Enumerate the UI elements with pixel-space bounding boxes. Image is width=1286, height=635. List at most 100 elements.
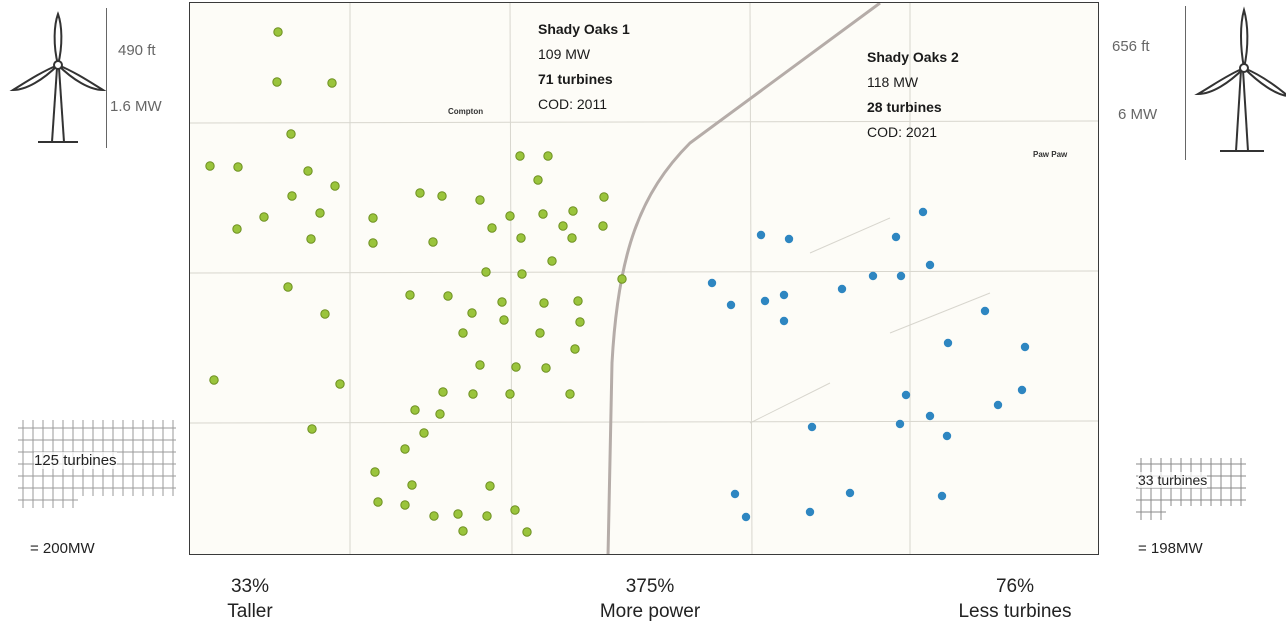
comparison-less-turbines-value: 76%	[995, 576, 1035, 597]
turbine-marker-shady-oaks-2	[896, 271, 906, 281]
left-fleet-total: = 200MW	[30, 540, 95, 557]
farm-2-name: Shady Oaks 2	[867, 49, 959, 65]
turbine-marker-shady-oaks-2	[779, 290, 789, 300]
turbine-marker-shady-oaks-2	[925, 260, 935, 270]
turbine-marker-shady-oaks-1	[505, 389, 515, 399]
turbine-marker-shady-oaks-1	[570, 344, 580, 354]
turbine-marker-shady-oaks-1	[511, 362, 521, 372]
turbine-marker-shady-oaks-1	[428, 237, 438, 247]
turbine-marker-shady-oaks-1	[233, 162, 243, 172]
turbine-marker-shady-oaks-1	[306, 234, 316, 244]
turbine-marker-shady-oaks-2	[845, 488, 855, 498]
turbine-marker-shady-oaks-1	[547, 256, 557, 266]
turbine-marker-shady-oaks-2	[756, 230, 766, 240]
comparison-taller-value: 33%	[230, 576, 270, 597]
turbine-marker-shady-oaks-1	[410, 405, 420, 415]
farm-1-capacity: 109 MW	[538, 46, 591, 62]
farm-label-shady-oaks-2: Shady Oaks 2 118 MW 28 turbines COD: 202…	[867, 45, 959, 145]
comparison-more-power-label: More power	[599, 601, 701, 622]
turbine-marker-shady-oaks-1	[373, 497, 383, 507]
turbine-marker-shady-oaks-2	[993, 400, 1003, 410]
turbine-fleet-grid-right	[1136, 458, 1246, 520]
turbine-marker-shady-oaks-1	[400, 500, 410, 510]
turbine-marker-shady-oaks-1	[458, 328, 468, 338]
turbine-marker-shady-oaks-1	[475, 360, 485, 370]
turbine-marker-shady-oaks-2	[707, 278, 717, 288]
turbine-marker-shady-oaks-2	[943, 338, 953, 348]
turbine-marker-shady-oaks-1	[487, 223, 497, 233]
comparison-more-power-value: 375%	[625, 576, 675, 597]
left-fleet-count: 125 turbines	[34, 452, 117, 469]
turbine-marker-shady-oaks-1	[453, 509, 463, 519]
map-background	[190, 3, 1098, 554]
turbine-marker-shady-oaks-1	[515, 151, 525, 161]
left-turbine-power: 1.6 MW	[110, 98, 162, 115]
town-label-compton: Compton	[448, 107, 484, 116]
turbine-marker-shady-oaks-2	[805, 507, 815, 517]
turbine-marker-shady-oaks-1	[286, 129, 296, 139]
right-fleet-total: = 198MW	[1138, 540, 1203, 557]
turbine-marker-shady-oaks-2	[730, 489, 740, 499]
turbine-marker-shady-oaks-1	[575, 317, 585, 327]
turbine-marker-shady-oaks-1	[330, 181, 340, 191]
turbine-marker-shady-oaks-1	[209, 375, 219, 385]
turbine-marker-shady-oaks-1	[475, 195, 485, 205]
turbine-marker-shady-oaks-1	[437, 191, 447, 201]
turbine-marker-shady-oaks-1	[535, 328, 545, 338]
farm-2-turbines: 28 turbines	[867, 99, 942, 115]
turbine-marker-shady-oaks-1	[497, 297, 507, 307]
turbine-marker-shady-oaks-1	[538, 209, 548, 219]
turbine-marker-shady-oaks-1	[510, 505, 520, 515]
turbine-marker-shady-oaks-1	[541, 363, 551, 373]
turbine-marker-shady-oaks-1	[573, 296, 583, 306]
turbine-marker-shady-oaks-1	[307, 424, 317, 434]
turbine-marker-shady-oaks-1	[517, 269, 527, 279]
turbine-marker-shady-oaks-1	[273, 27, 283, 37]
turbine-marker-shady-oaks-2	[980, 306, 990, 316]
turbine-marker-shady-oaks-1	[458, 526, 468, 536]
turbine-marker-shady-oaks-1	[415, 188, 425, 198]
turbine-marker-shady-oaks-2	[741, 512, 751, 522]
turbine-marker-shady-oaks-1	[405, 290, 415, 300]
turbine-marker-shady-oaks-1	[467, 308, 477, 318]
turbine-marker-shady-oaks-2	[784, 234, 794, 244]
turbine-marker-shady-oaks-1	[429, 511, 439, 521]
turbine-marker-shady-oaks-1	[419, 428, 429, 438]
farm-1-turbines: 71 turbines	[538, 71, 613, 87]
wind-turbine-icon-left	[9, 11, 107, 143]
turbine-marker-shady-oaks-2	[868, 271, 878, 281]
turbine-marker-shady-oaks-1	[370, 467, 380, 477]
turbine-marker-shady-oaks-1	[568, 206, 578, 216]
turbine-marker-shady-oaks-2	[925, 411, 935, 421]
town-label-paw-paw: Paw Paw	[1033, 150, 1068, 159]
comparison-less-turbines: 76% Less turbines	[930, 574, 1100, 624]
right-turbine-height: 656 ft	[1112, 38, 1150, 55]
comparison-less-turbines-label: Less turbines	[958, 601, 1072, 622]
comparison-more-power: 375% More power	[570, 574, 730, 624]
turbine-marker-shady-oaks-2	[837, 284, 847, 294]
turbine-marker-shady-oaks-1	[368, 238, 378, 248]
right-height-arrow	[1185, 6, 1186, 160]
turbine-marker-shady-oaks-1	[407, 480, 417, 490]
turbine-marker-shady-oaks-2	[779, 316, 789, 326]
right-turbine-power: 6 MW	[1118, 106, 1158, 123]
wind-turbine-icon-right	[1194, 6, 1286, 152]
farm-2-capacity: 118 MW	[867, 74, 919, 90]
turbine-marker-shady-oaks-2	[1017, 385, 1027, 395]
comparison-taller: 33% Taller	[200, 574, 300, 624]
turbine-marker-shady-oaks-2	[895, 419, 905, 429]
turbine-marker-shady-oaks-1	[303, 166, 313, 176]
turbine-marker-shady-oaks-1	[368, 213, 378, 223]
turbine-marker-shady-oaks-1	[481, 267, 491, 277]
turbine-marker-shady-oaks-1	[435, 409, 445, 419]
left-height-arrow	[106, 8, 107, 148]
turbine-marker-shady-oaks-1	[320, 309, 330, 319]
turbine-marker-shady-oaks-1	[315, 208, 325, 218]
turbine-marker-shady-oaks-1	[567, 233, 577, 243]
turbine-marker-shady-oaks-1	[543, 151, 553, 161]
farm-1-name: Shady Oaks 1	[538, 21, 630, 37]
turbine-marker-shady-oaks-2	[1020, 342, 1030, 352]
turbine-marker-shady-oaks-1	[522, 527, 532, 537]
wind-farm-map: Compton Paw Paw Shady Oaks 1 109 MW 71 t…	[189, 2, 1099, 555]
turbine-marker-shady-oaks-1	[539, 298, 549, 308]
